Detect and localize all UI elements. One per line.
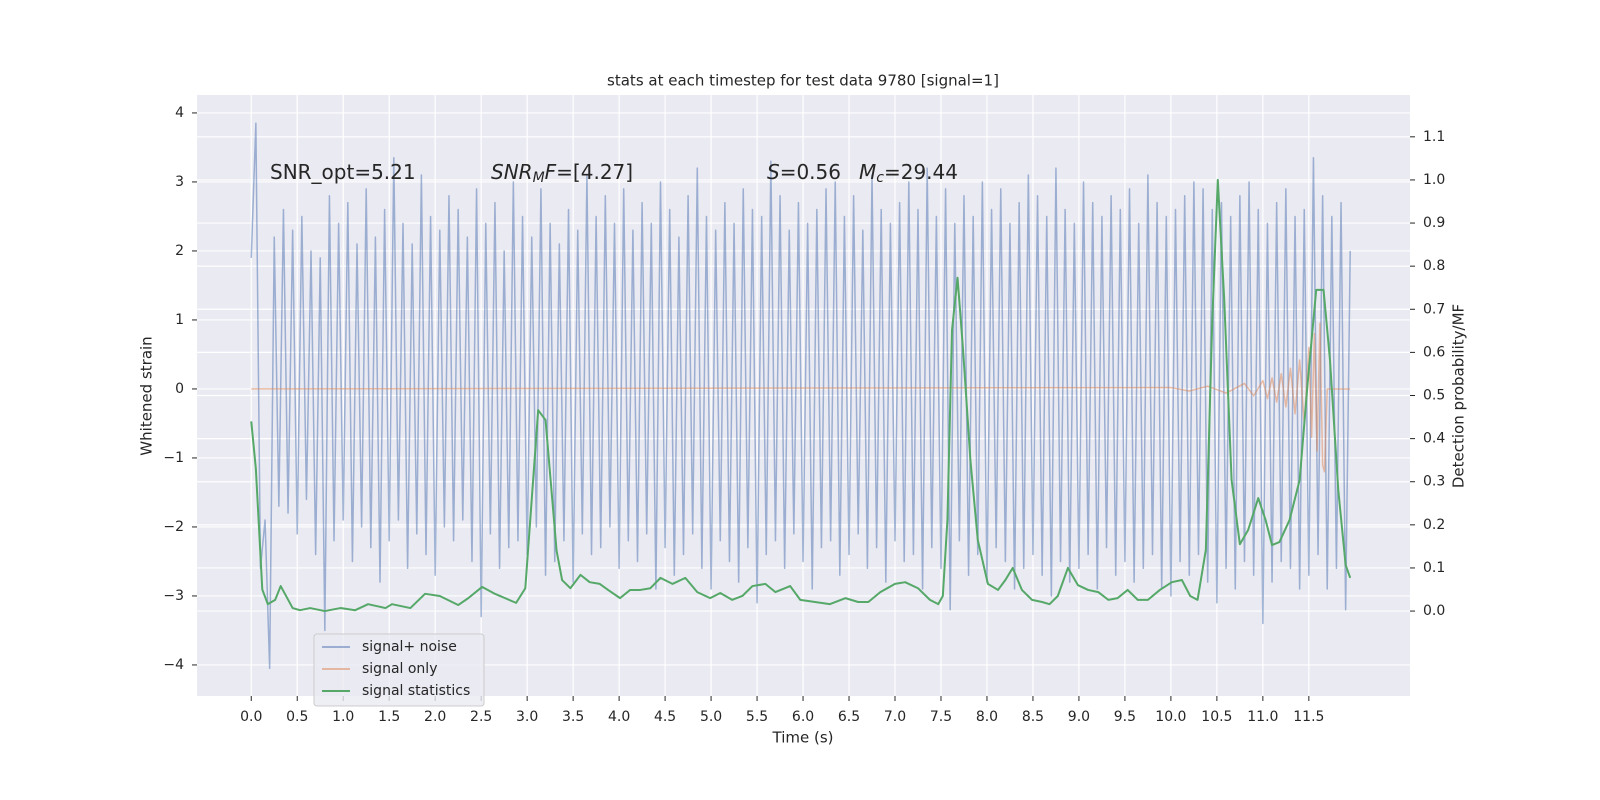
legend-box — [313, 633, 485, 707]
annotation: SNR_opt=5.21 — [270, 160, 416, 184]
x-tick-label: 11.5 — [1293, 709, 1324, 725]
annotation-part: SNR_opt=5.21 — [270, 160, 416, 184]
annotation: SNRMF=[4.27] — [491, 160, 633, 187]
x-tick-label: 6.5 — [838, 709, 860, 725]
legend-label: signal statistics — [362, 683, 470, 699]
x-axis-label: Time (s) — [772, 729, 834, 747]
y2-axis-label: Detection probability/MF — [1450, 304, 1468, 488]
y2-tick-label: 1.0 — [1423, 172, 1445, 188]
x-tick-label: 8.0 — [976, 709, 998, 725]
x-tick-label: 7.0 — [884, 709, 906, 725]
x-tick-label: 7.5 — [930, 709, 952, 725]
chart-title: stats at each timestep for test data 978… — [607, 72, 999, 90]
y2-tick-label: 0.7 — [1423, 301, 1445, 317]
y2-tick-label: 0.9 — [1423, 215, 1445, 231]
y-tick-label: 3 — [175, 174, 184, 190]
x-tick-label: 3.5 — [562, 709, 584, 725]
x-tick-label: 0.5 — [286, 709, 308, 725]
x-tick-label: 5.0 — [700, 709, 722, 725]
series-line — [250, 122, 1351, 670]
x-tick-label: 10.5 — [1201, 709, 1232, 725]
x-tick-label: 10.0 — [1155, 709, 1186, 725]
x-tick-label: 2.5 — [470, 709, 492, 725]
annotation-part: M — [533, 170, 545, 186]
y-tick-label: 1 — [175, 312, 184, 328]
x-tick-label: 1.0 — [332, 709, 354, 725]
y-axis-label: Whitened strain — [138, 336, 156, 455]
x-tick-label: 5.5 — [746, 709, 768, 725]
y-tick-label: −3 — [163, 588, 184, 604]
y2-tick-label: 1.1 — [1423, 129, 1445, 145]
y2-tick-label: 0.4 — [1423, 431, 1445, 447]
y2-tick-label: 0.3 — [1423, 474, 1445, 490]
annotation: S=0.56 — [767, 160, 841, 184]
x-tick-label: 1.5 — [378, 709, 400, 725]
y2-tick-label: 0.0 — [1423, 603, 1445, 619]
annotation-part: c — [876, 170, 884, 186]
annotation-part: M — [859, 160, 876, 184]
y-tick-label: 2 — [175, 243, 184, 259]
series-line — [251, 322, 1351, 473]
annotation-part: =29.44 — [884, 160, 958, 184]
x-tick-label: 3.0 — [516, 709, 538, 725]
x-tick-label: 4.0 — [608, 709, 630, 725]
legend-label: signal only — [362, 661, 437, 677]
y-tick-label: 0 — [175, 381, 184, 397]
x-tick-label: 9.0 — [1068, 709, 1090, 725]
y2-tick-label: 0.8 — [1423, 258, 1445, 274]
series-line — [250, 178, 1352, 613]
x-tick-label: 2.0 — [424, 709, 446, 725]
annotation: Mc=29.44 — [859, 160, 958, 187]
y2-tick-label: 0.2 — [1423, 517, 1445, 533]
x-tick-label: 11.0 — [1247, 709, 1278, 725]
x-tick-label: 6.0 — [792, 709, 814, 725]
annotation-part: F — [545, 160, 557, 184]
x-tick-label: 0.0 — [240, 709, 262, 725]
y2-tick-label: 0.6 — [1423, 344, 1445, 360]
annotation-part: SNR — [491, 160, 533, 184]
x-tick-label: 9.5 — [1114, 709, 1136, 725]
annotation-part: =[4.27] — [556, 160, 633, 184]
annotation-part: S — [767, 160, 780, 184]
y-tick-label: 4 — [175, 105, 184, 121]
y-tick-label: −2 — [163, 519, 184, 535]
x-tick-label: 8.5 — [1022, 709, 1044, 725]
x-tick-label: 4.5 — [654, 709, 676, 725]
annotation-part: =0.56 — [780, 160, 841, 184]
y-tick-label: −1 — [163, 450, 184, 466]
y2-tick-label: 0.5 — [1423, 388, 1445, 404]
y-tick-label: −4 — [163, 657, 184, 673]
y2-tick-label: 0.1 — [1423, 560, 1445, 576]
legend-label: signal+ noise — [362, 639, 457, 655]
